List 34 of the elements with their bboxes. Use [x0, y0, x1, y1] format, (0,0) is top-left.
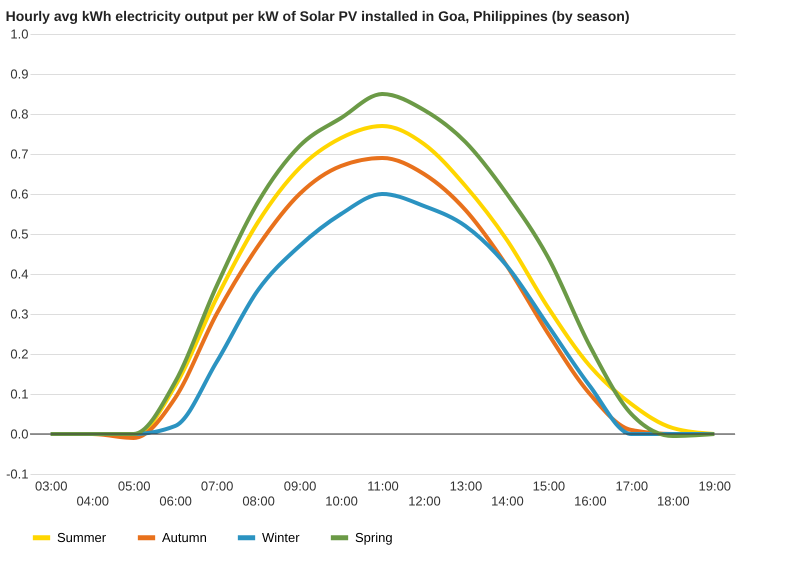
x-tick-label: 05:00 [118, 478, 150, 494]
x-tick-label: 06:00 [159, 494, 192, 508]
x-tick-label: 09:00 [284, 478, 316, 494]
x-tick-label: 12:00 [408, 494, 441, 508]
x-tick-label: 18:00 [657, 494, 690, 508]
legend-label: Winter [262, 530, 300, 545]
y-tick-label: 0.1 [10, 386, 28, 402]
legend-label: Autumn [162, 530, 207, 545]
y-tick-label: 0.4 [10, 266, 28, 282]
x-tick-label: 15:00 [532, 478, 566, 494]
x-tick-label: 07:00 [200, 478, 234, 494]
y-tick-label: 0.9 [10, 66, 28, 82]
y-tick-label: 0.8 [10, 106, 28, 122]
chart-title: Hourly avg kWh electricity output per kW of Solar PV installed in Goa, Philippines (by season) [6, 8, 630, 24]
x-tick-label: 04:00 [76, 494, 109, 508]
x-tick-label: 03:00 [34, 478, 68, 494]
y-tick-label: 0.6 [10, 186, 28, 202]
y-tick-label: 0.3 [10, 306, 28, 322]
y-tick-label: 0.5 [10, 226, 28, 242]
y-tick-label: 1.0 [10, 26, 28, 42]
y-tick-label: 0.2 [10, 346, 28, 362]
legend-label: Spring [355, 530, 393, 545]
y-tick-label: 0.7 [10, 146, 28, 162]
legend-label: Summer [57, 530, 107, 545]
x-tick-label: 17:00 [616, 478, 648, 494]
y-tick-label: 0.0 [10, 426, 28, 442]
y-tick-label: -0.1 [6, 466, 28, 482]
x-tick-label: 10:00 [325, 494, 358, 508]
x-tick-label: 14:00 [491, 494, 524, 508]
x-tick-label: 08:00 [242, 494, 275, 508]
x-tick-label: 19:00 [698, 478, 732, 494]
x-tick-label: 11:00 [367, 478, 399, 494]
x-tick-label: 13:00 [450, 478, 482, 494]
x-tick-label: 16:00 [574, 494, 607, 508]
